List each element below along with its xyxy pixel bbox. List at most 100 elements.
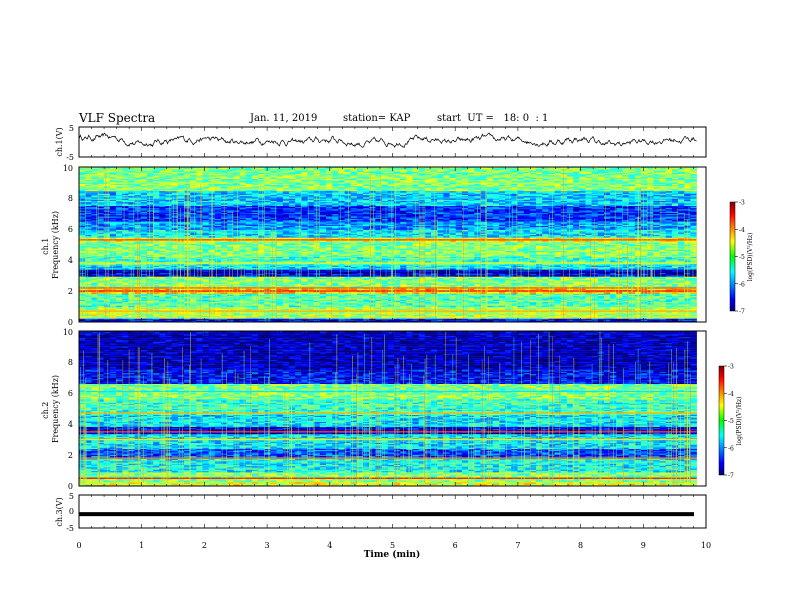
spectrogram-cell xyxy=(288,318,296,320)
spectrogram-cell xyxy=(418,282,426,285)
spectrogram-cell xyxy=(505,294,512,297)
spectrogram-cell xyxy=(616,299,623,302)
spectrogram-cell xyxy=(350,296,358,298)
spectrogram-cell xyxy=(258,303,265,305)
spectrogram-cell xyxy=(103,313,111,316)
spectrogram-cell xyxy=(449,318,457,320)
spectrogram-cell xyxy=(653,317,660,319)
spectrogram-cell xyxy=(449,275,457,277)
spectrogram-cell xyxy=(468,286,475,288)
spectrogram-cell xyxy=(103,280,111,282)
spectrogram-cell xyxy=(122,318,129,320)
spectrogram-cell xyxy=(227,269,234,271)
spectrogram-cell xyxy=(523,311,531,313)
spectrogram-cell xyxy=(245,314,253,317)
spectrogram-cell xyxy=(369,285,376,287)
spectrogram-cell xyxy=(288,299,296,302)
spectrogram-cell xyxy=(560,299,568,302)
spectrogram-cell xyxy=(146,303,154,305)
spectrogram-cell xyxy=(424,319,432,322)
spectrogram-cell xyxy=(146,269,154,271)
spectrogram-cell xyxy=(449,274,457,276)
spectrogram-cell xyxy=(109,270,117,272)
spectrogram-cell xyxy=(116,300,123,303)
spectrogram-cell xyxy=(616,272,623,275)
spectrogram-cell xyxy=(227,313,234,316)
spectrogram-cell xyxy=(159,285,166,287)
spectrogram-cell xyxy=(363,280,370,282)
spectrogram-cell xyxy=(492,269,500,271)
spectrogram-cell xyxy=(678,306,685,308)
spectrogram-cell xyxy=(424,293,432,296)
spectrogram-cell xyxy=(560,311,568,313)
spectrogram-cell xyxy=(375,294,382,297)
spectrogram-cell xyxy=(566,285,574,287)
spectrogram-cell xyxy=(282,308,290,311)
spectrogram-cell xyxy=(270,276,277,279)
spectrogram-cell xyxy=(202,282,209,285)
spectrogram-cell xyxy=(468,306,475,308)
spectrogram-cell xyxy=(616,307,623,310)
spectrogram-cell xyxy=(208,319,216,322)
spectrogram-cell xyxy=(239,304,247,306)
spectrogram-cell xyxy=(461,275,469,277)
spectrogram-cell xyxy=(288,302,296,304)
spectrogram-cell xyxy=(400,313,407,316)
spectrogram-cell xyxy=(492,285,500,287)
spectrogram-cell xyxy=(511,318,518,320)
spectrogram-cell xyxy=(258,312,265,314)
spectrogram-cell xyxy=(326,297,333,299)
spectrogram-cell xyxy=(350,299,358,302)
spectrogram-cell xyxy=(659,272,667,275)
spectrogram-cell xyxy=(319,306,327,308)
spectrogram-cell xyxy=(443,304,450,306)
spectrogram-cell xyxy=(153,297,160,299)
spectrogram-cell xyxy=(227,280,234,282)
spectrogram-cell xyxy=(603,282,611,285)
spectrogram-cell xyxy=(338,282,345,285)
spectrogram-cell xyxy=(554,298,562,300)
spectrogram-cell xyxy=(307,292,314,294)
spectrogram-cell xyxy=(573,297,580,299)
spectrogram-cell xyxy=(295,308,302,311)
spectrogram-cell xyxy=(480,304,487,306)
spectrogram-cell xyxy=(529,269,537,271)
spectrogram-cell xyxy=(671,285,679,287)
spectrogram-cell xyxy=(91,299,98,302)
spectrogram-cell xyxy=(616,303,623,305)
spectrogram-cell xyxy=(486,279,494,281)
spectrogram-cell xyxy=(344,293,352,296)
spectrogram-cell xyxy=(363,314,370,317)
spectrogram-cell xyxy=(171,318,179,320)
spectrogram-cell xyxy=(251,317,259,319)
spectrogram-cell xyxy=(159,299,166,302)
spectrogram-cell xyxy=(344,318,352,320)
spectrogram-cell xyxy=(511,308,518,311)
spectrogram-cell xyxy=(103,299,111,302)
spectrogram-cell xyxy=(517,313,524,316)
spectrogram-cell xyxy=(375,316,382,318)
spectrogram-cell xyxy=(97,286,105,288)
spectrogram-cell xyxy=(270,274,277,276)
spectrogram-cell xyxy=(431,318,438,320)
spectrogram-cell xyxy=(529,281,537,283)
spectrogram-cell xyxy=(659,280,667,282)
spectrogram-cell xyxy=(678,291,685,293)
spectrogram-cell xyxy=(597,279,605,281)
spectrogram-cell xyxy=(461,292,469,294)
spectrogram-cell xyxy=(406,288,413,291)
spectrogram-cell xyxy=(486,270,494,272)
spectrogram-cell xyxy=(523,308,531,311)
spectrogram-cell xyxy=(400,272,407,275)
spectrogram-cell xyxy=(406,279,413,281)
spectrogram-cell xyxy=(449,270,457,272)
spectrogram-cell xyxy=(480,275,487,277)
spectrogram-cell xyxy=(597,302,605,304)
spectrogram-cell xyxy=(190,307,197,310)
spectrogram-cell xyxy=(498,308,506,311)
spectrogram-cell xyxy=(579,297,586,299)
spectrogram-cell xyxy=(455,296,463,298)
spectrogram-cell xyxy=(560,314,568,317)
spectrogram-cell xyxy=(665,307,673,310)
spectrogram-cell xyxy=(233,288,240,291)
